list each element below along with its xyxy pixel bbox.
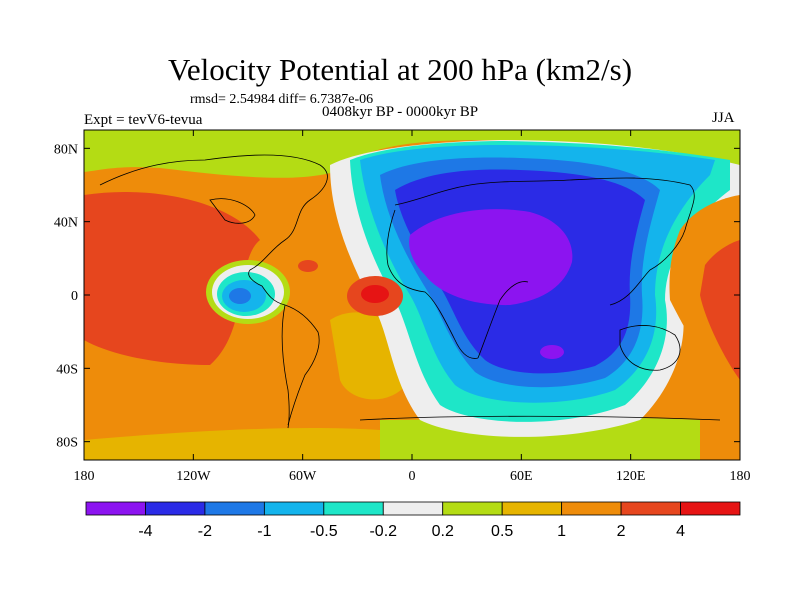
colorbar-swatch (85, 501, 146, 516)
x-tick-label: 60E (510, 469, 533, 484)
colorbar-label: -1 (257, 523, 271, 540)
colorbar-label: 0.2 (432, 523, 454, 540)
x-tick-label: 120E (616, 469, 646, 484)
colorbar-swatch (620, 501, 681, 516)
colorbar-swatch (382, 501, 444, 516)
y-tick-label: 0 (71, 289, 78, 304)
period-label: 0408kyr BP - 0000kyr BP (322, 104, 479, 120)
colorbar-swatch (145, 501, 206, 516)
colorbar-swatch (204, 501, 265, 516)
y-tick-label: 40N (54, 216, 78, 231)
y-tick-label: 80S (56, 436, 78, 451)
colorbar-swatch (263, 501, 325, 516)
colorbar-swatch (561, 501, 622, 516)
colorbar-label: -2 (198, 523, 212, 540)
colorbar-label: -4 (138, 523, 152, 540)
colorbar-label: 1 (557, 523, 566, 540)
chart-title: Velocity Potential at 200 hPa (km2/s) (167, 52, 633, 87)
colorbar-label: -0.5 (310, 523, 338, 540)
colorbar-label: 0.5 (491, 523, 513, 540)
y-tick-label: 40S (56, 362, 78, 377)
colorbar-label: -0.2 (369, 523, 397, 540)
y-tick-label: 80N (54, 142, 78, 157)
stats-label: rmsd= 2.54984 diff= 6.7387e-06 (190, 92, 374, 107)
season-label: JJA (712, 110, 735, 126)
coastlines (99, 154, 721, 429)
x-tick-label: 180 (74, 469, 95, 484)
colorbar-swatch (680, 501, 741, 516)
colorbar-swatch (323, 501, 384, 516)
experiment-label: Expt = tevV6-tevua (84, 112, 203, 128)
x-tick-label: 120W (176, 469, 211, 484)
x-tick-label: 60W (289, 469, 317, 484)
colorbar-label: 2 (617, 523, 626, 540)
colorbar-label: 4 (676, 523, 685, 540)
x-tick-label: 0 (409, 469, 416, 484)
x-axis: 180 120W 60W 0 60E 120E 180 (74, 130, 751, 484)
y-axis: 80N 40N 0 40S 80S (54, 142, 740, 451)
colorbar-swatch (501, 501, 563, 516)
x-tick-label: 180 (730, 469, 751, 484)
velocity-potential-field (84, 130, 740, 460)
colorbar-swatch (442, 501, 503, 516)
colorbar: -4 -2 -1 -0.5 -0.2 0.2 0.5 1 2 4 (85, 501, 741, 540)
